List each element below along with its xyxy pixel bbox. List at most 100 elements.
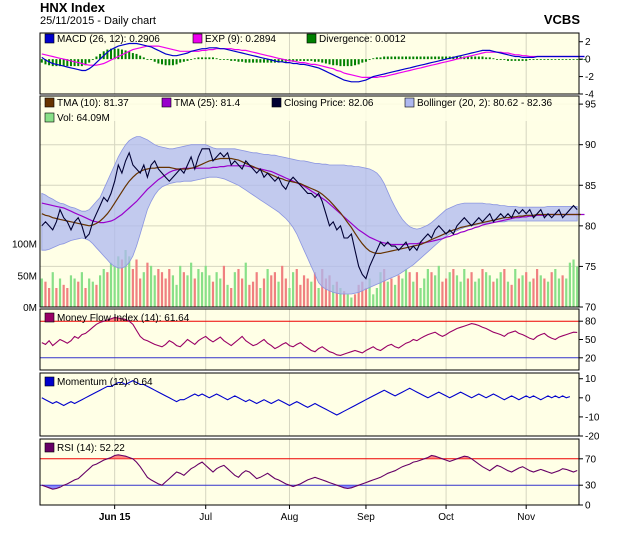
divergence-bar <box>270 59 273 63</box>
divergence-bar <box>343 59 346 67</box>
macd-axis-tick-label: -2 <box>585 72 594 83</box>
volume-bar <box>270 275 273 307</box>
volume-bar <box>106 272 109 307</box>
mfi-panel-line <box>41 316 578 356</box>
volume-bar <box>306 278 309 307</box>
volume-bar <box>84 288 87 307</box>
volume-bar <box>317 288 320 307</box>
divergence-bar <box>517 59 520 61</box>
volume-bar <box>299 284 302 307</box>
volume-bar <box>452 269 455 307</box>
divergence-bar <box>375 57 378 60</box>
volume-bar <box>58 278 62 307</box>
volume-bar <box>565 278 568 307</box>
chart-title: HNX Index <box>40 0 106 15</box>
divergence-bar <box>237 59 240 62</box>
volume-bar <box>91 281 94 307</box>
divergence-bar <box>80 59 83 67</box>
x-axis-label: Jun 15 <box>99 512 131 523</box>
divergence-bar <box>204 57 207 60</box>
divergence-bar <box>131 53 134 60</box>
volume-bar <box>131 269 134 307</box>
mfi-panel-bg <box>40 309 579 370</box>
divergence-bar <box>222 59 225 60</box>
volume-bar <box>506 281 510 307</box>
divergence-bar <box>106 49 109 60</box>
divergence-bar <box>135 53 138 60</box>
divergence-bar <box>91 59 94 61</box>
divergence-bar <box>59 59 62 67</box>
volume-bar <box>117 256 120 307</box>
divergence-bar <box>230 59 233 61</box>
divergence-bar <box>368 59 371 61</box>
volume-bar <box>357 284 360 307</box>
divergence-bar <box>244 59 247 63</box>
volume-bar <box>109 262 113 307</box>
volume-bar <box>430 272 433 307</box>
divergence-bar <box>266 59 269 63</box>
legend-bollinger-label: Bollinger (20, 2): 80.62 - 82.36 <box>417 98 553 109</box>
volume-bar <box>171 275 175 307</box>
divergence-bar <box>528 59 531 61</box>
divergence-bar <box>521 59 524 61</box>
divergence-bar <box>110 48 113 60</box>
volume-bar <box>426 269 429 307</box>
legend-vol-label: Vol: 64.09M <box>57 113 110 124</box>
divergence-bar <box>179 59 182 63</box>
volume-bar <box>481 269 484 307</box>
divergence-bar <box>426 56 429 60</box>
divergence-bar <box>536 59 539 60</box>
legend-bollinger-swatch <box>404 97 415 108</box>
volume-bar <box>77 281 80 307</box>
divergence-bar <box>277 59 280 63</box>
price-panel-border <box>39 95 580 308</box>
volume-bar <box>576 266 579 307</box>
divergence-bar <box>568 59 571 60</box>
divergence-bar <box>113 48 116 60</box>
volume-bar <box>528 281 531 307</box>
divergence-bar <box>168 59 171 66</box>
volume-bar <box>495 278 499 307</box>
volume-bar <box>393 284 397 307</box>
volume-bar <box>51 272 54 307</box>
legend-divergence-swatch <box>306 33 317 44</box>
divergence-bar <box>532 59 535 61</box>
volume-bar <box>248 284 251 307</box>
divergence-bar <box>128 51 131 60</box>
divergence-bar <box>241 59 244 62</box>
divergence-bar <box>201 57 204 60</box>
volume-bar <box>517 278 521 307</box>
divergence-bar <box>383 56 386 60</box>
divergence-bar <box>142 57 145 60</box>
divergence-bar <box>324 59 327 64</box>
divergence-bar <box>88 59 91 63</box>
volume-axis-label: 100M <box>12 240 37 251</box>
volume-bar <box>339 288 342 307</box>
divergence-bar <box>197 57 200 60</box>
volume-bar <box>313 272 317 307</box>
mfi-panel-axis-tick-label: 80 <box>585 317 597 328</box>
volume-bar <box>546 281 550 307</box>
divergence-bar <box>499 59 502 61</box>
volume-bar <box>492 281 495 307</box>
volume-bar <box>244 262 247 307</box>
divergence-bar <box>412 56 415 60</box>
volume-bar <box>550 272 553 307</box>
volume-bar <box>284 278 287 307</box>
divergence-bar <box>281 59 284 62</box>
divergence-bar <box>66 59 69 67</box>
divergence-bar <box>470 56 473 60</box>
divergence-bar <box>335 59 338 66</box>
momentum-panel-axis-tick-label: 0 <box>585 393 591 404</box>
volume-bar <box>503 269 506 307</box>
volume-bar <box>397 275 400 307</box>
price-axis-tick-label: 75 <box>585 262 597 273</box>
divergence-bar <box>423 56 426 60</box>
volume-bar <box>434 275 437 307</box>
volume-bar <box>281 265 284 307</box>
divergence-bar <box>328 59 331 65</box>
volume-bar <box>128 256 131 307</box>
rsi-panel-legend-swatch <box>44 442 55 453</box>
volume-bar <box>350 297 353 307</box>
